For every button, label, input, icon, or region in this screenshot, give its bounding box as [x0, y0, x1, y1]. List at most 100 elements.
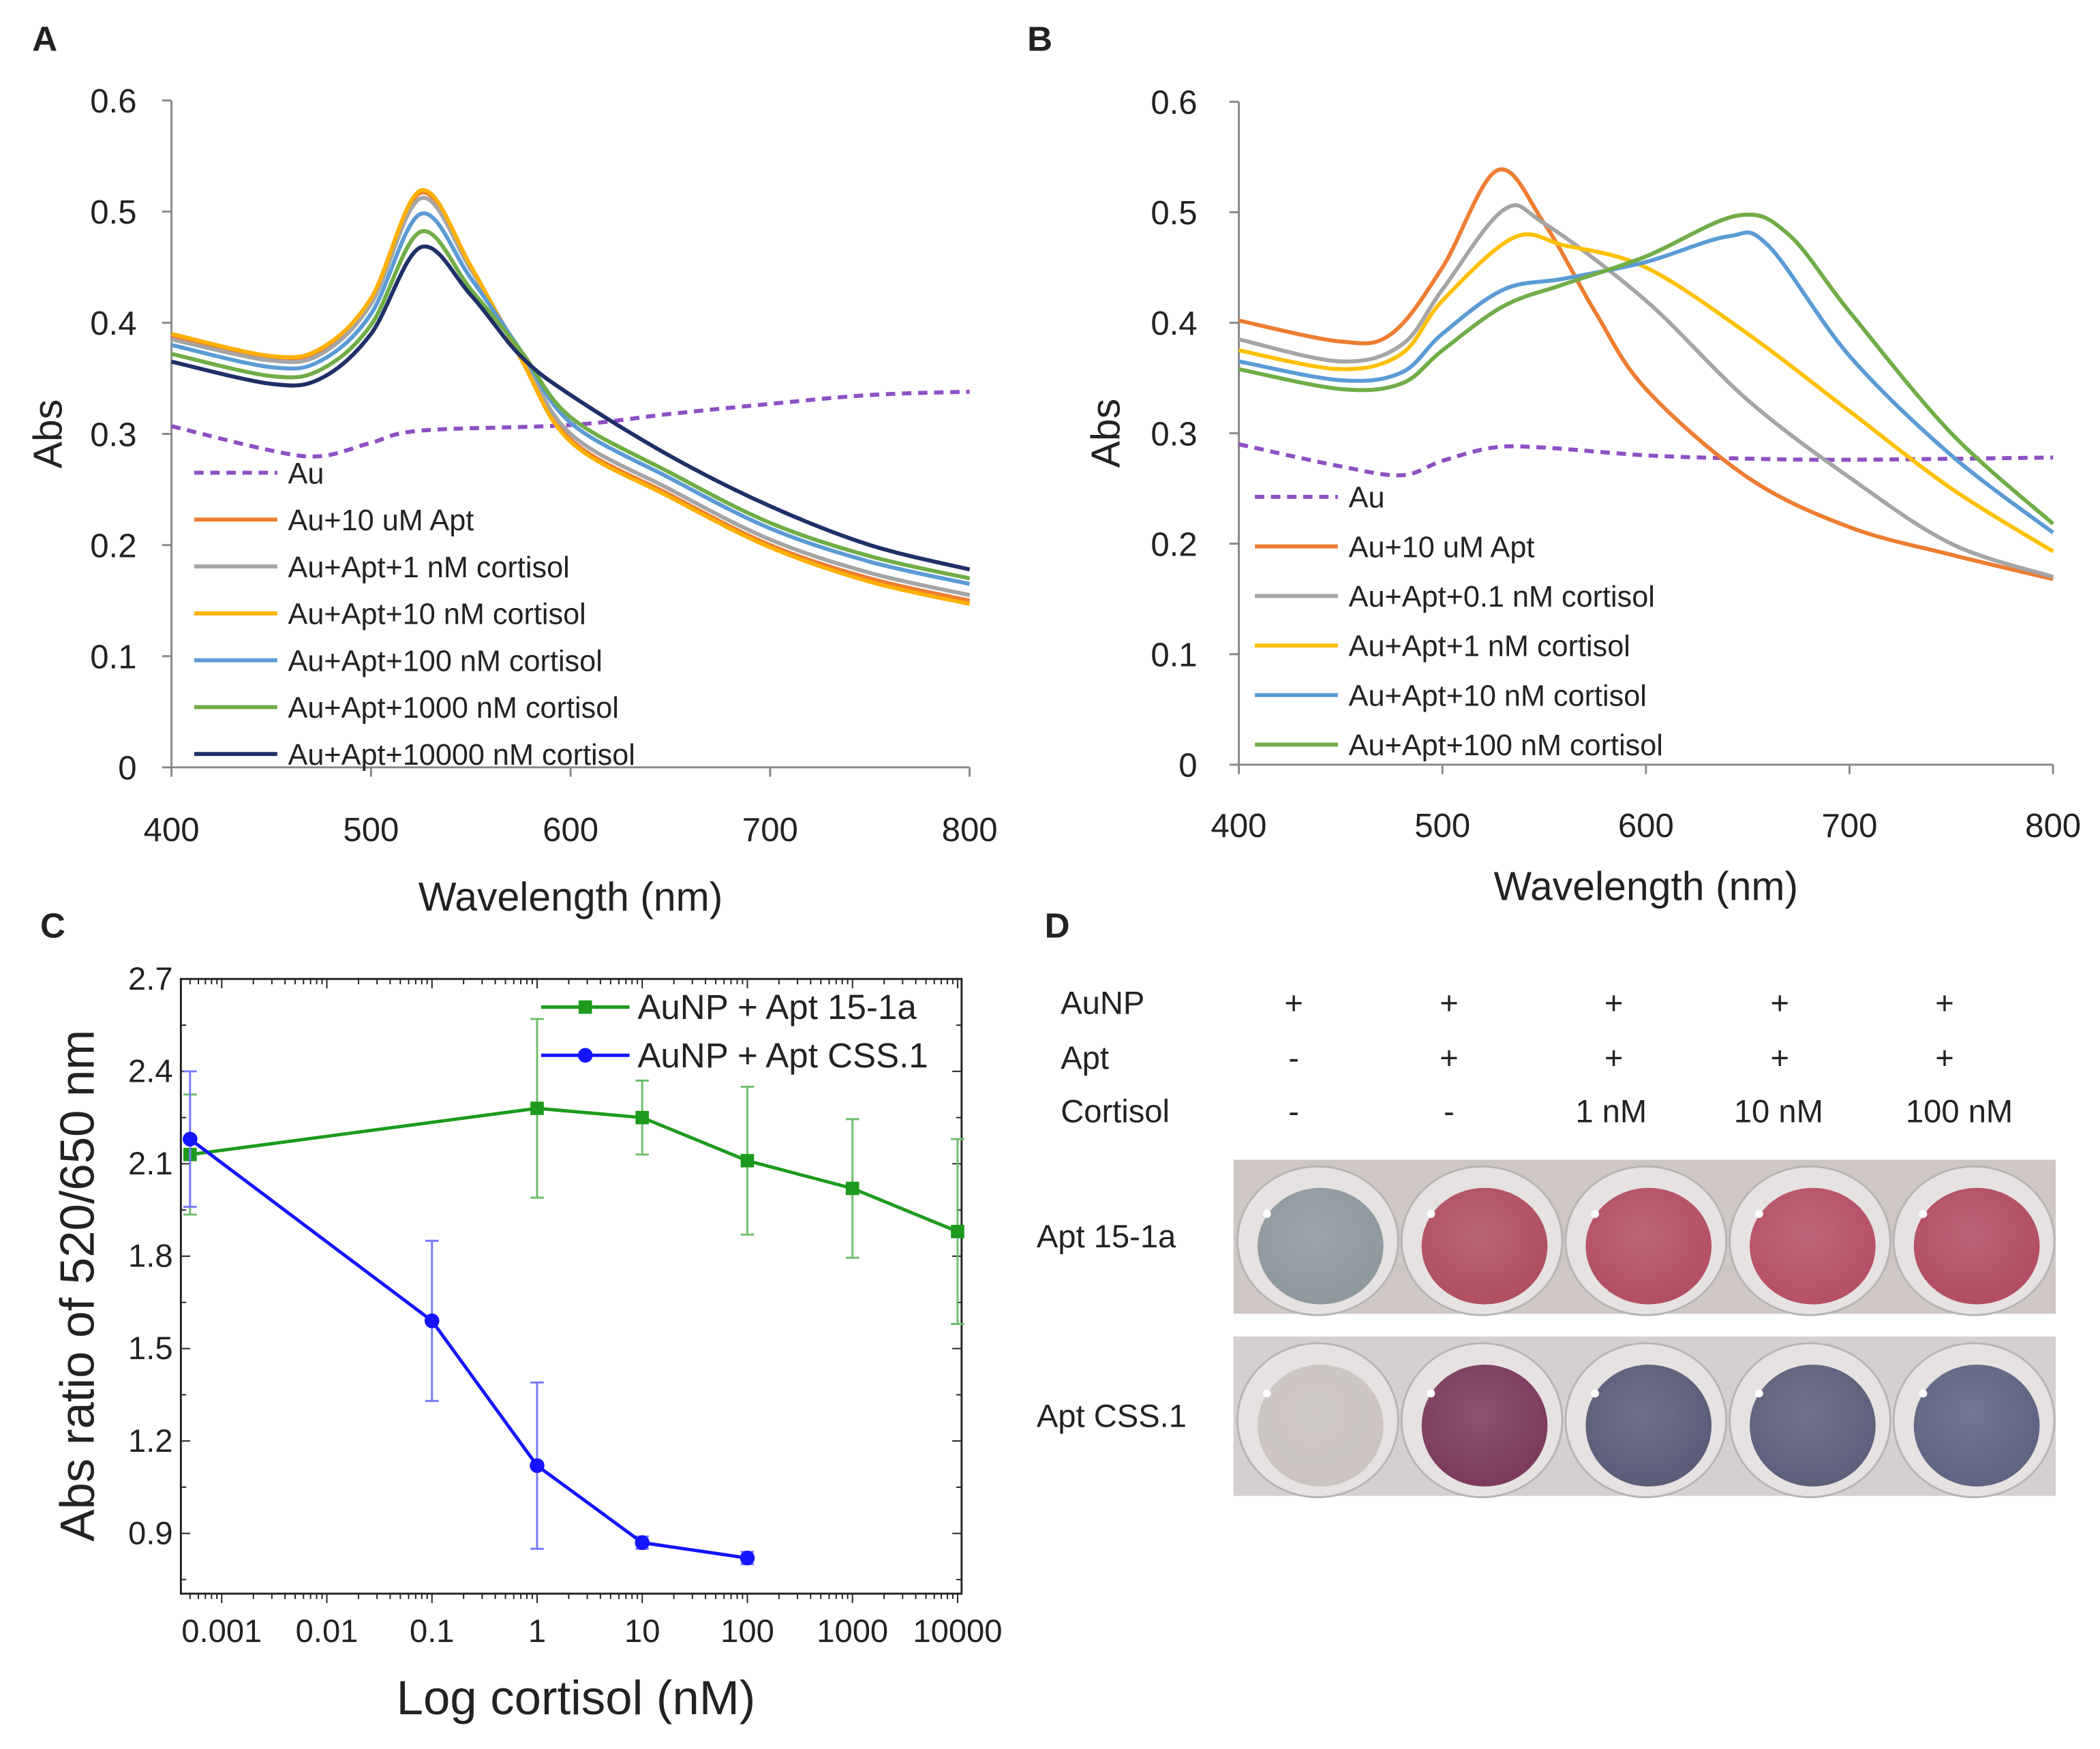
legend-label: Au+Apt+10000 nM cortisol	[288, 739, 635, 772]
y-axis-title: Abs	[1084, 399, 1129, 468]
y-axis-title: Abs	[26, 399, 70, 469]
well-highlight	[1262, 1210, 1271, 1218]
legend-marker	[578, 1000, 592, 1014]
panel-label-b: B	[1027, 20, 1052, 59]
row-header-aunp: AuNP	[1061, 984, 1144, 1020]
data-point	[845, 1181, 859, 1196]
row-header-apt: Apt	[1061, 1039, 1109, 1076]
x-tick-label: 10	[624, 1613, 660, 1649]
y-tick-label: 0.6	[90, 83, 136, 120]
series-line-1	[189, 1138, 748, 1560]
y-tick-label: 0.4	[1151, 305, 1197, 342]
legend-label: Au+Apt+10 nM cortisol	[288, 598, 586, 631]
legend-label: Au+Apt+100 nM cortisol	[1349, 729, 1663, 762]
condition-cortisol: -	[1444, 1093, 1455, 1129]
legend-label: Au+Apt+0.1 nM cortisol	[1349, 581, 1655, 613]
x-tick-label: 100	[720, 1613, 774, 1649]
legend-label: Au+10 uM Apt	[288, 504, 474, 537]
data-point	[951, 1224, 964, 1238]
well-solution	[1913, 1365, 2040, 1487]
legend-label: Au+Apt+1 nM cortisol	[288, 551, 570, 584]
well-highlight	[1591, 1210, 1600, 1218]
x-tick-label: 10000	[913, 1613, 1002, 1649]
photo-row-label: Apt CSS.1	[1037, 1397, 1187, 1433]
y-tick-label: 1.8	[128, 1238, 173, 1274]
condition-apt: +	[1440, 1039, 1459, 1076]
condition-aunp: +	[1935, 984, 1954, 1020]
panel-label-d: D	[1045, 906, 1070, 945]
well-solution	[1750, 1187, 1876, 1305]
y-axis-title: Abs ratio of 520/650 nm	[50, 1030, 104, 1542]
condition-apt: +	[1604, 1039, 1624, 1076]
condition-cortisol: 10 nM	[1734, 1093, 1823, 1129]
y-tick-label: 0.1	[90, 639, 136, 675]
condition-aunp: +	[1440, 984, 1459, 1020]
series-line-1	[1238, 167, 2054, 581]
well-solution	[1913, 1187, 2040, 1305]
y-tick-label: 0.9	[128, 1515, 173, 1551]
series-line-3	[1238, 232, 2054, 553]
y-tick-label: 0.1	[1151, 637, 1197, 673]
series-line-0	[1238, 442, 2054, 478]
series-line-0	[170, 389, 970, 459]
well-highlight	[1262, 1389, 1271, 1398]
chart-c-abs-ratio: 0.001 0.01 0.1 1 10 100 1000 10000 0.9 1.2 1.5 1.8 2…	[50, 960, 1003, 1724]
condition-aunp: +	[1284, 984, 1303, 1020]
data-point	[530, 1458, 545, 1474]
panel-d-well-photo: AuNP Apt Cortisol + - - + + - + +1 nM + +10 nM + +100 …	[1037, 984, 2056, 1499]
legend-marker	[577, 1048, 593, 1063]
data-point	[740, 1551, 755, 1566]
well-highlight	[1754, 1210, 1763, 1218]
condition-cortisol: 100 nM	[1906, 1093, 2013, 1129]
y-tick-label: 2.7	[128, 960, 173, 997]
series-line-5	[170, 229, 971, 581]
y-tick-label: 1.5	[128, 1330, 173, 1366]
x-tick-label: 400	[144, 812, 200, 849]
well-highlight	[1427, 1210, 1435, 1218]
photo-row-label: Apt 15-1a	[1037, 1218, 1176, 1254]
panel-label-a: A	[32, 20, 57, 59]
y-tick-label: 2.1	[128, 1145, 173, 1181]
well-solution	[1258, 1187, 1384, 1305]
legend-label: Au+Apt+100 nM cortisol	[288, 645, 603, 678]
condition-cortisol: -	[1288, 1093, 1299, 1129]
y-tick-label: 1.2	[128, 1423, 173, 1459]
series-line-4	[1238, 230, 2054, 534]
data-point	[740, 1154, 755, 1168]
well-solution	[1750, 1365, 1876, 1487]
well-solution	[1421, 1365, 1548, 1487]
x-tick-label: 700	[1822, 808, 1878, 845]
x-tick-label: 700	[742, 812, 798, 849]
y-tick-label: 2.4	[128, 1053, 173, 1089]
y-tick-label: 0.2	[90, 528, 136, 564]
x-tick-label: 0.1	[410, 1613, 455, 1649]
y-tick-label: 0.6	[1151, 85, 1197, 121]
x-tick-label: 400	[1211, 808, 1267, 845]
x-tick-label: 500	[343, 812, 399, 849]
legend-label: Au+Apt+10 nM cortisol	[1349, 680, 1647, 712]
series-line-6	[170, 244, 971, 572]
legend-label: AuNP + Apt 15-1a	[637, 988, 917, 1026]
condition-apt: -	[1288, 1039, 1299, 1076]
y-tick-label: 0.5	[90, 194, 136, 231]
y-tick-label: 0	[1178, 748, 1197, 785]
x-tick-label: 500	[1414, 808, 1470, 845]
condition-aunp: +	[1771, 984, 1790, 1020]
condition-aunp: +	[1604, 984, 1624, 1020]
legend-label: Au+10 uM Apt	[1349, 531, 1535, 564]
series-line-5	[1238, 212, 2055, 526]
chart-b-absorbance-spectra: 0 0.1 0.2 0.3 0.4 0.5 0.6 400 500 600 700 800 Wavele…	[1084, 85, 2081, 909]
x-axis-title: Wavelength (nm)	[1494, 864, 1799, 909]
x-tick-label: 600	[543, 812, 598, 849]
x-tick-label: 0.001	[181, 1613, 262, 1649]
condition-apt: +	[1935, 1039, 1954, 1076]
data-point	[635, 1110, 650, 1125]
row-header-cortisol: Cortisol	[1061, 1093, 1170, 1129]
series-line-0	[189, 1106, 958, 1234]
legend-label: Au+Apt+1 nM cortisol	[1349, 630, 1630, 663]
y-tick-label: 0.3	[1151, 416, 1197, 453]
x-axis-title: Wavelength (nm)	[419, 875, 723, 919]
x-axis-title: Log cortisol (nM)	[397, 1671, 756, 1724]
x-tick-label: 1000	[817, 1613, 888, 1649]
well-solution	[1258, 1365, 1384, 1487]
